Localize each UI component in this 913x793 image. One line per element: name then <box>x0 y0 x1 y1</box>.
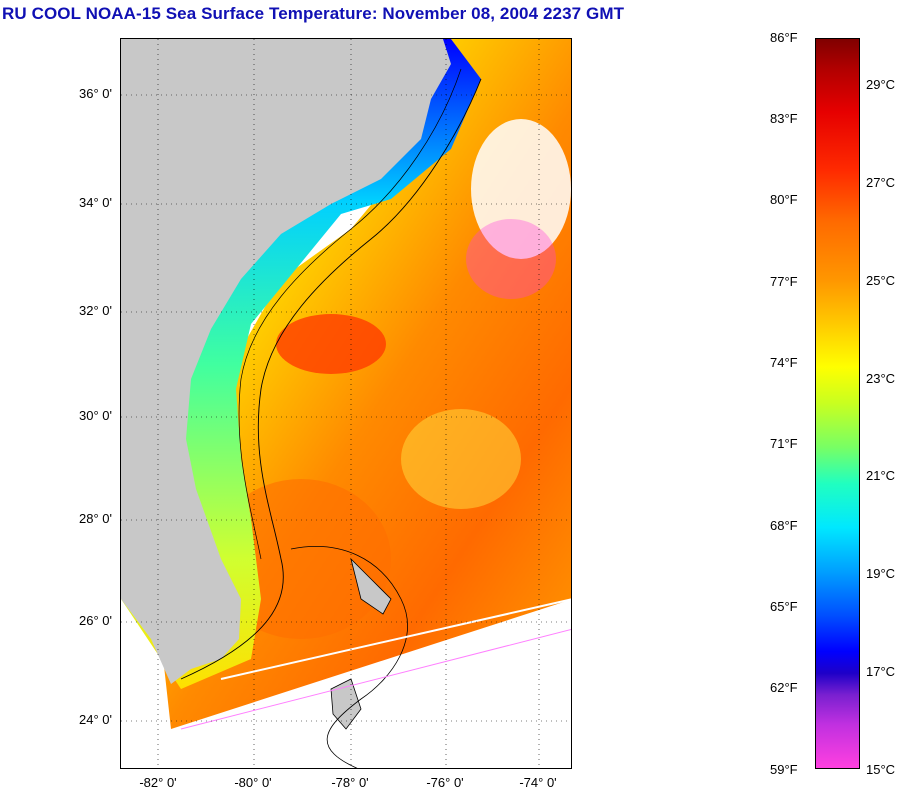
lat-label: 36° 0' <box>79 86 112 101</box>
bahamas-island <box>330 678 362 730</box>
lat-label: 34° 0' <box>79 195 112 210</box>
gulf-stream-core <box>276 314 386 374</box>
isobath-contour <box>290 546 408 768</box>
colorbar-c-label: 21°C <box>866 468 896 483</box>
chart-title: RU COOL NOAA-15 Sea Surface Temperature:… <box>2 4 625 23</box>
isobath-contour <box>180 78 482 680</box>
swath-edge-line <box>180 628 571 730</box>
colorbar-f-label: 86°F <box>770 30 798 45</box>
lon-label: -76° 0' <box>426 775 464 790</box>
colorbar-f-label: 74°F <box>770 355 798 370</box>
colorbar-c-label: 19°C <box>866 566 896 581</box>
colorbar-f-label: 62°F <box>770 680 798 695</box>
colorbar-c-label: 29°C <box>866 77 896 92</box>
sst-map-graphic <box>121 39 571 768</box>
colorbar-f-label: 65°F <box>770 599 798 614</box>
colorbar-f-label: 68°F <box>770 518 798 533</box>
colorbar-f-label: 83°F <box>770 111 798 126</box>
lon-label: -80° 0' <box>234 775 272 790</box>
lat-label: 24° 0' <box>79 712 112 727</box>
colorbar-f-label: 71°F <box>770 436 798 451</box>
colorbar-f-label: 77°F <box>770 274 798 289</box>
colorbar-c-label: 17°C <box>866 664 896 679</box>
land-mass <box>121 39 451 684</box>
graticule <box>121 39 571 768</box>
colorbar-f-label: 59°F <box>770 762 798 777</box>
cloud-patch <box>471 119 571 259</box>
colorbar-f-label: 80°F <box>770 192 798 207</box>
lon-label: -74° 0' <box>519 775 557 790</box>
colorbar-c-label: 25°C <box>866 273 896 288</box>
sst-map <box>120 38 572 769</box>
mild-water-patch <box>401 409 521 509</box>
swath-edge-line <box>220 598 571 680</box>
colorbar-c-label: 15°C <box>866 762 896 777</box>
lon-label: -82° 0' <box>139 775 177 790</box>
lat-label: 26° 0' <box>79 613 112 628</box>
colorbar-c-label: 27°C <box>866 175 896 190</box>
bahamas-island <box>350 557 392 615</box>
isobath-contour <box>238 68 462 560</box>
temperature-colorbar <box>815 38 860 769</box>
lat-label: 28° 0' <box>79 511 112 526</box>
cool-patch <box>466 219 556 299</box>
lon-label: -78° 0' <box>331 775 369 790</box>
colorbar-c-label: 23°C <box>866 371 896 386</box>
lat-label: 30° 0' <box>79 408 112 423</box>
lat-label: 32° 0' <box>79 303 112 318</box>
